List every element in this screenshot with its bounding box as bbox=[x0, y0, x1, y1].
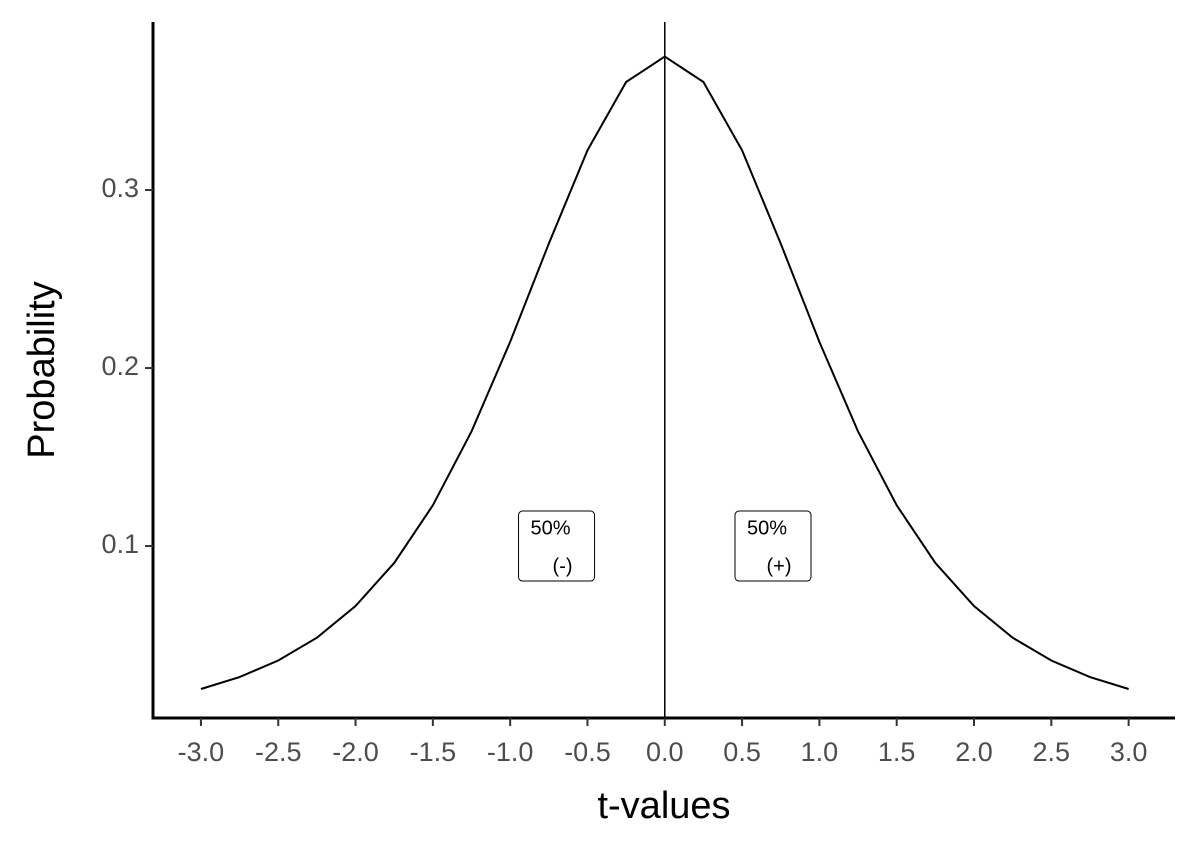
annotation-text: (+) bbox=[767, 555, 792, 577]
annotation-text: (-) bbox=[553, 555, 573, 577]
x-tick-label: 0.0 bbox=[646, 737, 684, 767]
x-tick-label: -3.0 bbox=[178, 737, 225, 767]
x-axis-title: t-values bbox=[597, 785, 730, 827]
x-tick-label: 2.0 bbox=[955, 737, 993, 767]
x-tick-label: -2.0 bbox=[332, 737, 379, 767]
y-tick-label: 0.1 bbox=[101, 529, 139, 559]
x-tick-label: -2.5 bbox=[255, 737, 302, 767]
y-tick-label: 0.2 bbox=[101, 351, 139, 381]
x-tick-label: 2.5 bbox=[1033, 737, 1071, 767]
annotation-text: 50% bbox=[747, 517, 787, 539]
x-tick-label: 3.0 bbox=[1110, 737, 1148, 767]
x-tick-label: -1.5 bbox=[410, 737, 457, 767]
annotation-box bbox=[734, 510, 812, 582]
x-tick-label: 0.5 bbox=[723, 737, 761, 767]
x-tick-label: -0.5 bbox=[564, 737, 611, 767]
curve bbox=[200, 55, 1129, 690]
annotation-text: 50% bbox=[531, 517, 571, 539]
x-tick-label: 1.5 bbox=[878, 737, 916, 767]
annotation-box bbox=[518, 510, 596, 582]
y-tick-label: 0.3 bbox=[101, 173, 139, 203]
x-tick-label: -1.0 bbox=[487, 737, 534, 767]
y-axis-title: Probability bbox=[21, 281, 63, 458]
x-tick-label: 1.0 bbox=[801, 737, 839, 767]
